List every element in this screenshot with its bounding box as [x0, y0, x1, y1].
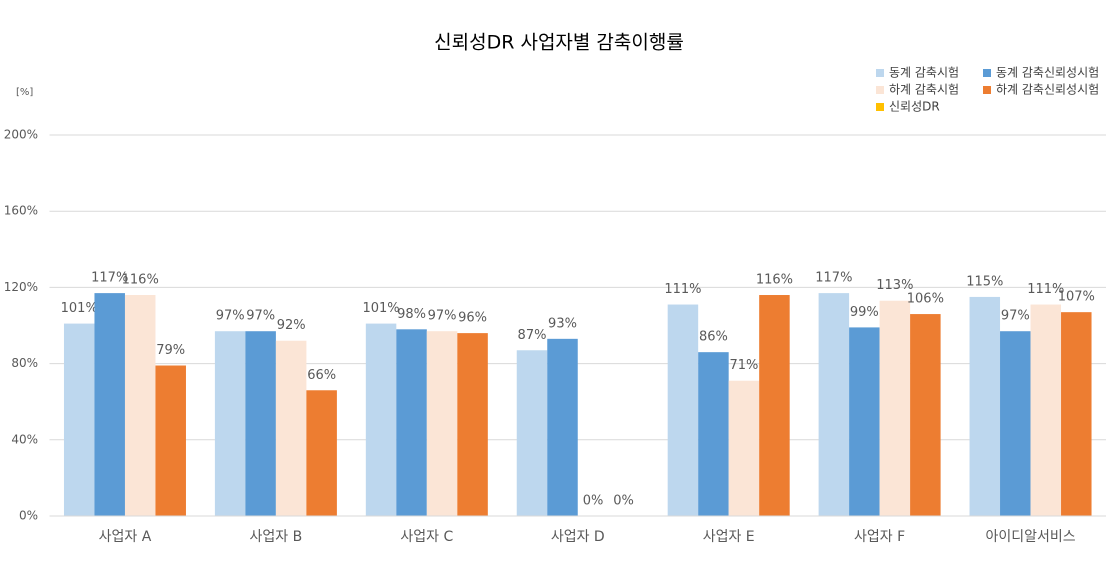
data-label: 117%: [91, 271, 128, 286]
data-label: 97%: [246, 309, 275, 324]
bar: [547, 338, 578, 516]
bar: [728, 380, 760, 516]
data-label: 116%: [122, 273, 159, 288]
legend-label: 하계 감축신뢰성시험: [996, 83, 1099, 97]
bar: [759, 295, 790, 516]
bar: [457, 333, 488, 516]
bar: [245, 331, 276, 516]
bar: [818, 293, 850, 516]
bar: [910, 314, 941, 516]
chart-title: 신뢰성DR 사업자별 감축이행률: [434, 32, 684, 54]
y-unit: [%]: [16, 87, 33, 98]
legend-swatch: [876, 103, 884, 111]
data-label: 71%: [729, 358, 758, 373]
x-tick-label: 사업자 B: [250, 529, 303, 545]
bar: [879, 300, 911, 516]
x-tick-label: 사업자 A: [99, 529, 152, 545]
y-tick-label: 40%: [11, 432, 38, 446]
data-label: 113%: [876, 278, 913, 293]
bar: [1061, 312, 1092, 516]
legend-label: 동계 감축시험: [889, 66, 959, 80]
data-label: 98%: [397, 307, 426, 322]
y-tick-label: 160%: [4, 204, 38, 218]
data-label: 97%: [1001, 309, 1030, 324]
data-label: 96%: [458, 311, 487, 326]
y-tick-label: 200%: [4, 128, 38, 142]
data-label: 101%: [362, 301, 399, 316]
data-label: 107%: [1058, 290, 1095, 305]
x-tick-label: 사업자 E: [703, 529, 755, 545]
bar: [849, 327, 880, 516]
bar: [275, 340, 307, 516]
data-label: 92%: [277, 318, 306, 333]
data-label: 101%: [61, 301, 98, 316]
legend-label: 동계 감축신뢰성시험: [996, 66, 1099, 80]
data-label: 111%: [1027, 282, 1064, 297]
bar: [306, 390, 337, 516]
data-label: 99%: [850, 305, 879, 320]
bar: [155, 365, 186, 516]
x-tick-label: 사업자 F: [854, 529, 905, 545]
bar: [124, 295, 156, 516]
legend-swatch: [983, 69, 991, 77]
data-label: 115%: [966, 274, 1003, 289]
x-tick-label: 사업자 D: [551, 529, 605, 545]
bar: [1030, 304, 1062, 516]
y-tick-label: 0%: [19, 509, 38, 523]
legend-swatch: [876, 69, 884, 77]
data-label: 111%: [664, 282, 701, 297]
bar: [365, 323, 397, 516]
bar: [667, 304, 699, 516]
bar: [94, 293, 125, 516]
bar: [516, 350, 548, 516]
data-label: 117%: [815, 271, 852, 286]
bar: [969, 296, 1001, 516]
legend-swatch: [876, 86, 884, 94]
data-label: 97%: [428, 309, 457, 324]
bar: [426, 331, 458, 516]
legend-swatch: [983, 86, 991, 94]
x-tick-label: 사업자 C: [400, 529, 453, 545]
data-label: 0%: [583, 494, 604, 509]
data-label: 66%: [307, 368, 336, 383]
data-label: 0%: [613, 494, 634, 509]
x-tick-label: 아이디알서비스: [985, 529, 1075, 545]
legend-label: 하계 감축시험: [889, 83, 959, 97]
legend-label: 신뢰성DR: [889, 100, 940, 114]
data-label: 86%: [699, 330, 728, 345]
bar: [63, 323, 95, 516]
data-label: 87%: [518, 328, 547, 343]
data-label: 116%: [756, 273, 793, 288]
data-label: 106%: [907, 292, 944, 307]
data-label: 79%: [156, 343, 185, 358]
bar: [396, 329, 427, 516]
bar: [1000, 331, 1031, 516]
data-label: 93%: [548, 316, 577, 331]
y-tick-label: 120%: [4, 280, 38, 294]
data-label: 97%: [216, 309, 245, 324]
bar: [698, 352, 729, 516]
bar: [214, 331, 246, 516]
y-tick-label: 80%: [11, 356, 38, 370]
